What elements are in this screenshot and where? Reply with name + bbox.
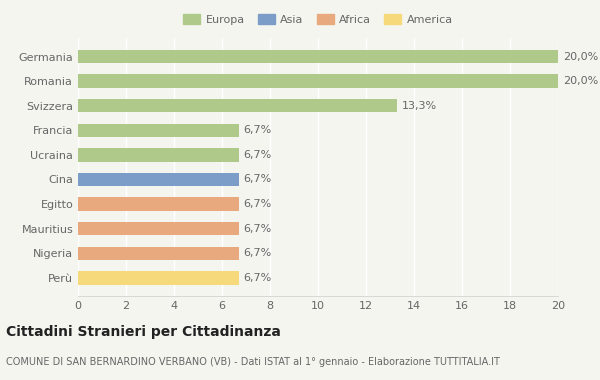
Text: 6,7%: 6,7% — [244, 224, 272, 234]
Text: COMUNE DI SAN BERNARDINO VERBANO (VB) - Dati ISTAT al 1° gennaio - Elaborazione : COMUNE DI SAN BERNARDINO VERBANO (VB) - … — [6, 357, 500, 367]
Text: 6,7%: 6,7% — [244, 273, 272, 283]
Bar — [78, 124, 239, 137]
Bar — [78, 99, 397, 112]
Text: 6,7%: 6,7% — [244, 174, 272, 185]
Bar — [78, 197, 239, 211]
Text: 13,3%: 13,3% — [402, 101, 437, 111]
Bar — [78, 271, 239, 285]
Text: 20,0%: 20,0% — [563, 52, 598, 62]
Bar — [78, 74, 558, 88]
Legend: Europa, Asia, Africa, America: Europa, Asia, Africa, America — [181, 12, 455, 27]
Bar — [78, 222, 239, 236]
Text: 6,7%: 6,7% — [244, 199, 272, 209]
Bar — [78, 247, 239, 260]
Bar — [78, 50, 558, 63]
Bar — [78, 173, 239, 186]
Text: 6,7%: 6,7% — [244, 248, 272, 258]
Text: 20,0%: 20,0% — [563, 76, 598, 86]
Text: Cittadini Stranieri per Cittadinanza: Cittadini Stranieri per Cittadinanza — [6, 325, 281, 339]
Bar — [78, 148, 239, 162]
Text: 6,7%: 6,7% — [244, 125, 272, 135]
Text: 6,7%: 6,7% — [244, 150, 272, 160]
